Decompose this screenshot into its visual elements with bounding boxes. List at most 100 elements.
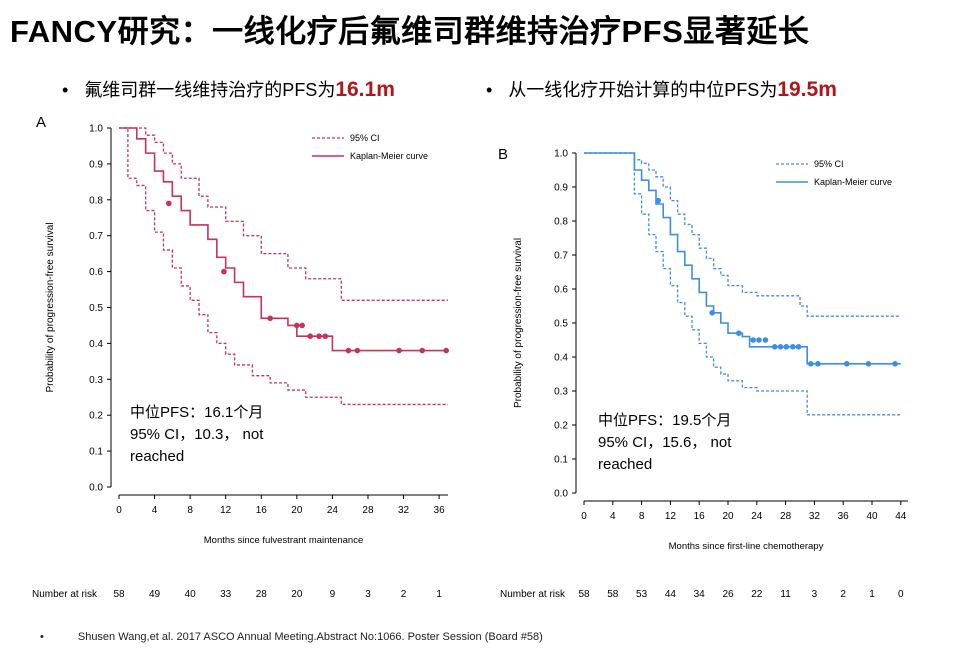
x-tick-label: 12 [665,511,677,522]
y-tick-label: 0.3 [89,375,103,386]
panel-b-annotation: 中位PFS：19.5个月 95% CI，15.6， not reached [598,412,732,473]
y-tick-label: 0.3 [554,387,568,398]
x-axis-label: Months since fulvestrant maintenance [204,535,363,546]
legend-km-label: Kaplan-Meier curve [814,177,892,187]
censor-marker [294,322,300,329]
y-tick-label: 0.4 [89,339,103,350]
y-tick-label: 1.0 [89,124,103,135]
censor-marker [396,347,402,354]
censor-marker [815,361,821,367]
legend-km-label: Kaplan-Meier curve [350,151,428,161]
y-tick-label: 0.6 [89,267,103,278]
censor-marker [750,337,756,343]
ci-line [119,127,448,406]
censor-marker [865,361,872,367]
slide-title: FANCY研究：一线化疗后氟维司群维持治疗PFS显著延长 [10,14,810,49]
panel-a-label: A [36,114,47,131]
x-tick-label: 16 [256,505,268,516]
risk-count: 9 [329,589,336,600]
censor-marker [316,333,322,340]
y-tick-label: 0.0 [554,489,568,500]
x-tick-label: 28 [362,505,374,516]
risk-count: 1 [436,589,442,600]
ci-line [584,152,901,416]
legend-ci-label: 95% CI [814,159,844,169]
km-curve [584,152,901,365]
y-tick-label: 0.8 [89,195,103,206]
x-tick-label: 12 [220,505,232,516]
x-tick-label: 20 [291,505,303,516]
risk-count: 3 [365,589,371,600]
x-tick-label: 0 [581,511,587,522]
km-chart-b: 0.0 0.1 0.2 0.3 0.4 0.5 0.6 0.7 0.8 0.9 1.0 0 4 8 12 16… [513,149,908,552]
censor-marker [783,344,790,350]
km-curve [119,127,448,352]
censor-marker [419,347,426,354]
reference: • Shusen Wang,et al. 2017 ASCO Annual Mee… [40,631,543,643]
x-tick-label: 28 [780,511,792,522]
risk-count: 22 [751,589,763,600]
x-tick-label: 32 [398,505,410,516]
censor-marker [795,344,802,350]
censor-marker [756,337,762,343]
censor-marker [892,361,898,367]
censor-marker [762,337,769,343]
risk-count: 49 [149,589,161,600]
x-tick-label: 4 [610,511,616,522]
censor-marker [736,330,742,336]
censor-marker [655,197,661,204]
risk-count: 58 [607,589,619,600]
y-tick-label: 0.6 [554,285,568,296]
risk-count: 1 [869,589,875,600]
ci-line [584,152,901,317]
risk-count: 11 [780,589,791,600]
censor-marker [844,361,850,367]
x-tick-label: 20 [722,511,734,522]
y-tick-label: 0.1 [554,455,568,466]
risk-count: 40 [184,589,196,600]
censor-marker [354,347,361,354]
y-tick-label: 0.2 [89,411,103,422]
x-tick-label: 36 [838,511,850,522]
censor-marker [165,200,172,207]
censor-marker [221,268,227,275]
x-tick-label: 44 [895,511,907,522]
y-axis-label: Probability of progression-free survival [45,222,56,392]
bullet-highlight: 19.5m [777,78,837,101]
risk-label-b: Number at risk [500,589,566,600]
bullet-dot: • [486,80,493,100]
censor-marker [267,315,273,322]
y-axis-label: Probability of progression-free survival [513,238,524,408]
risk-count: 53 [636,589,648,600]
censor-marker [709,310,715,316]
x-tick-label: 16 [694,511,706,522]
risk-count: 20 [291,589,303,600]
bullet-text: 氟维司群一线维持治疗的PFS为 [84,80,336,100]
panel-a-annotation: 中位PFS：16.1个月 95% CI，10.3， not reached [130,404,264,465]
censor-marker [307,333,313,340]
censor-marker [772,344,778,350]
risk-count: 33 [220,589,232,600]
y-tick-label: 0.1 [89,447,103,458]
y-tick-label: 0.9 [554,183,568,194]
censor-marker [345,347,352,354]
reference-text: Shusen Wang,et al. 2017 ASCO Annual Meet… [77,631,543,643]
y-tick-label: 0.7 [554,251,568,262]
risk-count: 2 [840,589,846,600]
x-tick-label: 8 [187,505,193,516]
y-tick-label: 0.5 [89,303,103,314]
risk-count: 58 [113,589,125,600]
legend-ci-label: 95% CI [350,133,380,143]
censor-marker [790,344,796,350]
bullet-highlight: 16.1m [335,78,395,101]
x-tick-label: 4 [152,505,158,516]
bullet-right: • 从一线化疗开始计算的中位PFS为19.5m [486,76,837,102]
panel-b-label: B [498,146,509,163]
x-tick-label: 24 [327,505,339,516]
ci-line [119,127,448,301]
x-tick-label: 24 [751,511,763,522]
risk-label-a: Number at risk [32,589,98,600]
x-tick-label: 0 [116,505,122,516]
censor-marker [808,361,814,367]
bullet-dot: • [62,80,69,100]
